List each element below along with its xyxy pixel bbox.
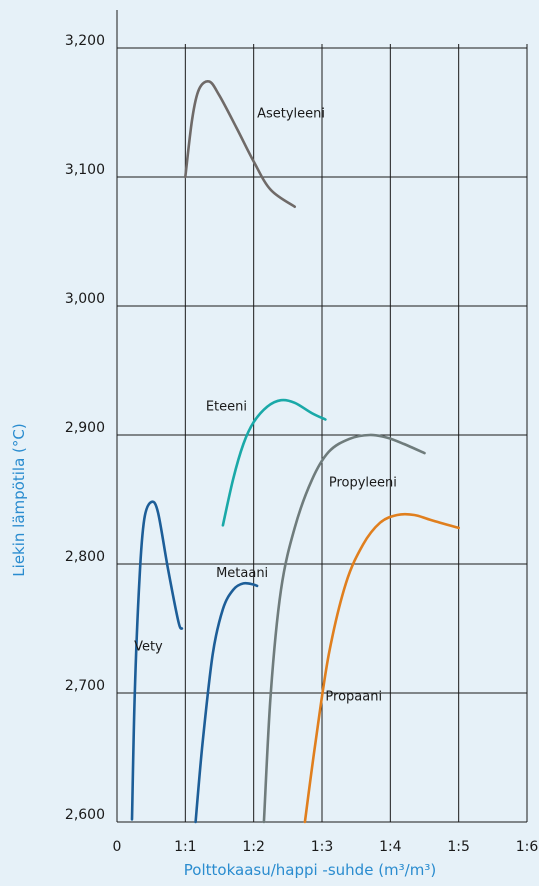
series-line-eteeni	[221, 398, 327, 527]
y-tick-label: 3,000	[65, 291, 105, 307]
series-line-asetyleeni	[184, 79, 296, 208]
series-label-asetyleeni: Asetyleeni	[257, 107, 325, 122]
x-tick-label: 1:4	[379, 839, 402, 855]
y-tick-label: 2,700	[65, 678, 105, 694]
series-line-propaani	[303, 512, 460, 824]
series-label-propaani: Propaani	[325, 690, 382, 705]
y-tick-label: 2,600	[65, 807, 105, 823]
series-line-metaani	[194, 581, 259, 824]
series-label-metaani: Metaani	[216, 566, 268, 581]
x-tick-label: 1:1	[174, 839, 197, 855]
x-tick-label: 1:2	[242, 839, 265, 855]
x-tick-label: 1:3	[311, 839, 334, 855]
series-line-propyleeni	[262, 433, 426, 824]
series-layer	[130, 79, 460, 824]
x-tick-label: 0	[113, 839, 122, 855]
y-tick-label: 3,200	[65, 33, 105, 49]
series-label-eteeni: Eteeni	[206, 399, 247, 414]
label-layer: Asetyleeni Eteeni Propyleeni Propaani Metaan…	[134, 107, 397, 705]
x-tick-label: 1:6	[516, 839, 539, 855]
axis-layer: 2,600 2,700 2,800 2,900 3,000 3,100 3,200 0 1:1 1…	[65, 33, 538, 855]
series-label-propyleeni: Propyleeni	[329, 476, 397, 491]
x-tick-label: 1:5	[447, 839, 470, 855]
y-axis-title: Liekin lämpötila (°C)	[10, 423, 28, 576]
x-axis-title: Polttokaasu/happi -suhde (m³/m³)	[184, 861, 436, 879]
y-tick-label: 2,900	[65, 420, 105, 436]
y-tick-label: 2,800	[65, 549, 105, 565]
series-line-vety	[130, 500, 184, 821]
series-label-vety: Vety	[134, 639, 163, 654]
y-tick-label: 3,100	[65, 162, 105, 178]
